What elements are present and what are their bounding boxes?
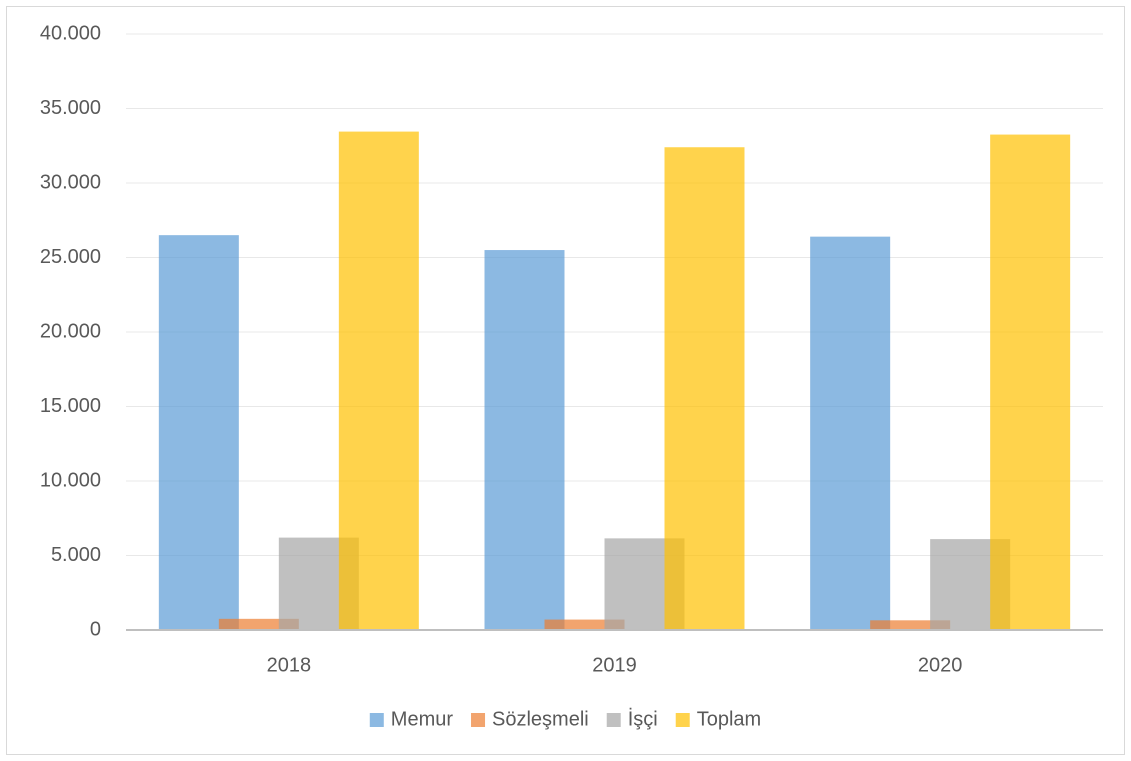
y-tick-label: 20.000	[40, 320, 101, 342]
bar	[810, 236, 891, 630]
y-tick-label: 25.000	[40, 246, 101, 268]
x-tick-label: 2019	[592, 654, 637, 676]
legend-label: İşçi	[628, 707, 658, 730]
bar	[484, 250, 565, 631]
y-tick-label: 10.000	[40, 469, 101, 491]
legend-swatch	[606, 713, 621, 727]
legend-swatch	[675, 713, 690, 727]
y-tick-label: 40.000	[40, 22, 101, 44]
bar	[664, 147, 745, 631]
y-tick-label: 5.000	[51, 544, 101, 566]
y-tick-label: 30.000	[40, 171, 101, 193]
legend-label: Sözleşmeli	[492, 708, 589, 730]
legend-label: Memur	[391, 708, 454, 730]
bar	[870, 620, 951, 630]
bar	[338, 131, 419, 630]
x-tick-label: 2020	[918, 654, 963, 676]
bar	[218, 618, 299, 630]
y-tick-label: 15.000	[40, 395, 101, 417]
legend-label: Toplam	[697, 708, 761, 730]
bar	[158, 235, 239, 630]
legend-swatch	[369, 713, 384, 727]
bar	[990, 134, 1071, 630]
y-tick-label: 0	[90, 618, 101, 640]
x-tick-label: 2018	[267, 654, 312, 676]
legend-swatch	[471, 713, 486, 727]
bar	[544, 619, 625, 630]
y-tick-label: 35.000	[40, 97, 101, 119]
